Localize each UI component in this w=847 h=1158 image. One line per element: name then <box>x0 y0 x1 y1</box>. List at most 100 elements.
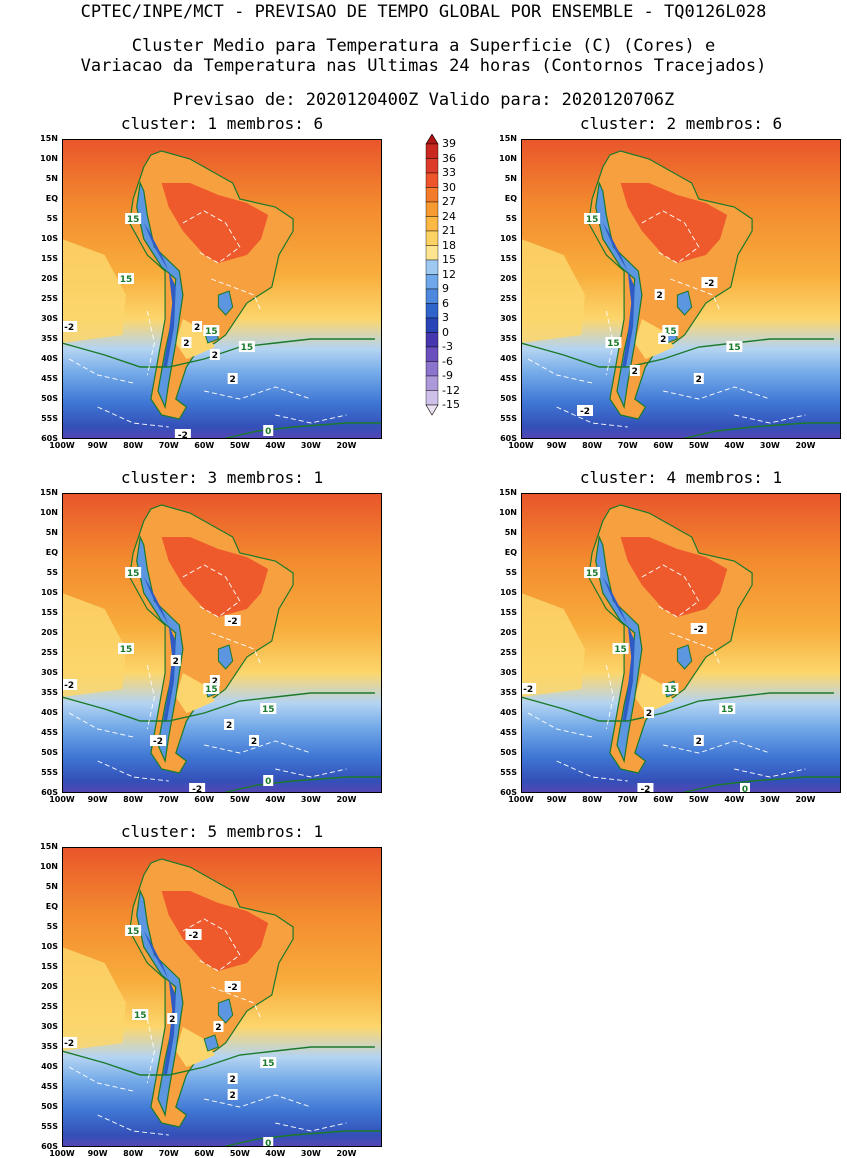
colorbar-tick-label: 24 <box>442 209 456 223</box>
contour-label: -2 <box>178 431 188 439</box>
amazon-warm-core <box>161 537 269 617</box>
lon-tick-label: 90W <box>87 441 108 450</box>
colorbar-swatch <box>425 361 439 377</box>
lat-tick-label: 50S <box>41 748 58 757</box>
lon-tick-label: 100W <box>49 1149 75 1158</box>
contour-label: 15 <box>664 327 677 337</box>
contour-label-bg <box>62 321 78 332</box>
contour-label: -2 <box>228 983 238 993</box>
colorbar-tick-label: 39 <box>442 137 456 150</box>
lat-tick-label: 60S <box>500 788 517 797</box>
contour-15c <box>62 338 375 368</box>
contour-label: 2 <box>183 339 189 349</box>
temperature-colorbar: 39 36 33 30 27 24 21 18 15 12 9 6 3 0 -3 -6 -9 -12 -15 <box>424 134 484 444</box>
variation-dashed-contour <box>211 986 262 1020</box>
lon-tick-label: 40W <box>724 441 745 450</box>
lon-tick-label: 60W <box>194 441 215 450</box>
contour-label: -2 <box>704 279 714 289</box>
contour-label: 0 <box>265 427 271 437</box>
lat-tick-label: EQ <box>504 194 517 203</box>
contour-label-bg <box>701 277 718 288</box>
cool-patch <box>676 644 693 670</box>
variation-dashed-contour <box>97 760 169 782</box>
lat-tick-label: 5N <box>504 174 517 183</box>
colorbar-swatch <box>425 158 439 174</box>
lat-tick-label: 20S <box>41 274 58 283</box>
contour-label-bg <box>227 1073 238 1084</box>
variation-dashed-contour <box>527 712 593 738</box>
contour-label: -2 <box>64 1039 74 1049</box>
lon-tick-label: 80W <box>582 441 603 450</box>
amazon-warm-core <box>161 183 269 263</box>
lat-tick-label: 35S <box>500 334 517 343</box>
lon-tick-label: 20W <box>336 441 357 450</box>
lon-tick-label: 40W <box>265 795 286 804</box>
lon-tick-label: 60W <box>653 441 674 450</box>
lat-tick-label: 10N <box>40 154 58 163</box>
contour-label-bg <box>224 719 235 730</box>
lat-tick-label: 40S <box>500 354 517 363</box>
amazon-warm-core <box>620 183 728 263</box>
colorbar-tick-label: 18 <box>442 238 456 252</box>
contour-label-bg <box>118 273 134 284</box>
lat-tick-label: 25S <box>41 294 58 303</box>
lon-tick-label: 70W <box>617 795 638 804</box>
cool-patch <box>203 1034 220 1052</box>
lon-tick-label: 50W <box>229 441 250 450</box>
colorbar-swatch <box>425 317 439 333</box>
lat-tick-label: 15S <box>41 962 58 971</box>
lon-tick-label: 30W <box>300 1149 321 1158</box>
lat-tick-label: 15N <box>40 488 58 497</box>
lat-tick-label: 35S <box>41 1042 58 1051</box>
contour-label: -2 <box>228 617 238 627</box>
contour-label: 2 <box>215 1023 221 1033</box>
lon-tick-label: 80W <box>582 795 603 804</box>
colorbar-tick-label: 12 <box>442 267 456 281</box>
variation-dashed-contour <box>275 414 347 424</box>
lat-tick-label: 55S <box>41 768 58 777</box>
colorbar-tick-label: -6 <box>442 354 453 368</box>
colorbar-swatch <box>425 172 439 188</box>
lat-tick-label: 10S <box>41 588 58 597</box>
contour-label-bg <box>203 683 220 694</box>
contour-label-bg <box>658 333 669 344</box>
contour-label-bg <box>209 675 220 686</box>
lat-tick-label: 15N <box>40 842 58 851</box>
lon-tick-label: 100W <box>508 441 534 450</box>
cool-patch <box>217 290 234 316</box>
colorbar-tick-label: -12 <box>442 383 460 397</box>
lat-tick-label: 60S <box>41 1142 58 1151</box>
colorbar-swatch <box>425 230 439 246</box>
lat-tick-label: 40S <box>41 354 58 363</box>
lon-tick-label: 50W <box>229 1149 250 1158</box>
contour-label: 2 <box>230 1075 236 1085</box>
variation-dashed-contour <box>527 358 593 384</box>
lon-tick-label: 70W <box>158 795 179 804</box>
contour-0c <box>221 422 382 439</box>
lat-tick-label: 10S <box>500 588 517 597</box>
andes-core <box>143 223 176 367</box>
lon-tick-label: 90W <box>546 441 567 450</box>
pampa-region <box>175 673 215 713</box>
subtitle-line-1: Cluster Medio para Temperatura a Superfi… <box>131 36 716 56</box>
colorbar-swatch <box>425 375 439 391</box>
contour-label-bg <box>227 1089 238 1100</box>
lat-tick-label: 45S <box>41 1082 58 1091</box>
contour-label-bg <box>693 735 704 746</box>
colorbar-tick-label: -15 <box>442 398 460 411</box>
contour-label-bg <box>185 929 202 940</box>
andes-core <box>602 577 635 721</box>
contour-label: -2 <box>64 323 74 333</box>
contour-label-bg <box>227 373 238 384</box>
lon-tick-label: 80W <box>123 441 144 450</box>
contour-label-bg <box>125 925 142 936</box>
contour-label: 2 <box>632 367 638 377</box>
contour-label-bg <box>62 679 78 690</box>
variation-dashed-contour <box>734 768 806 778</box>
lat-tick-label: 5N <box>45 882 58 891</box>
lat-tick-label: EQ <box>504 548 517 557</box>
lon-tick-label: 30W <box>759 441 780 450</box>
colorbar-tick-label: 27 <box>442 195 456 208</box>
lon-tick-label: 50W <box>688 441 709 450</box>
